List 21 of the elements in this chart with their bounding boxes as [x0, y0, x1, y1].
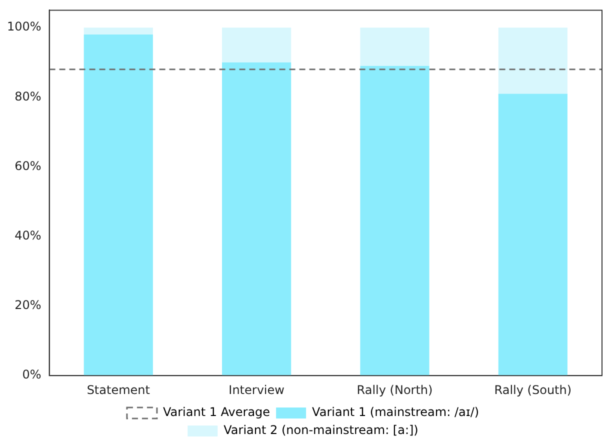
bar — [360, 66, 430, 376]
legend-label: Variant 2 (non-mainstream: [a:]) — [224, 423, 418, 438]
legend-label: Variant 1 Average — [162, 405, 270, 420]
x-tick-label: Statement — [86, 382, 150, 397]
bar — [498, 94, 568, 376]
y-tick-label: 60% — [14, 158, 42, 173]
y-tick-label: 20% — [14, 298, 42, 312]
bar — [84, 28, 153, 35]
y-tick-label: 40% — [14, 228, 42, 243]
x-tick-label: Interview — [228, 382, 285, 397]
y-tick-label: 80% — [14, 89, 42, 104]
y-tick-label: 0% — [22, 368, 42, 382]
bar — [360, 28, 430, 66]
bar — [498, 28, 568, 94]
x-tick-label: Rally (South) — [494, 382, 572, 397]
bar — [222, 62, 292, 376]
bar — [222, 28, 292, 62]
x-tick-label: Rally (North) — [356, 382, 433, 397]
legend-label: Variant 1 (mainstream: /aɪ/) — [312, 405, 480, 420]
y-tick-label: 100% — [6, 20, 42, 34]
bar — [84, 34, 153, 376]
